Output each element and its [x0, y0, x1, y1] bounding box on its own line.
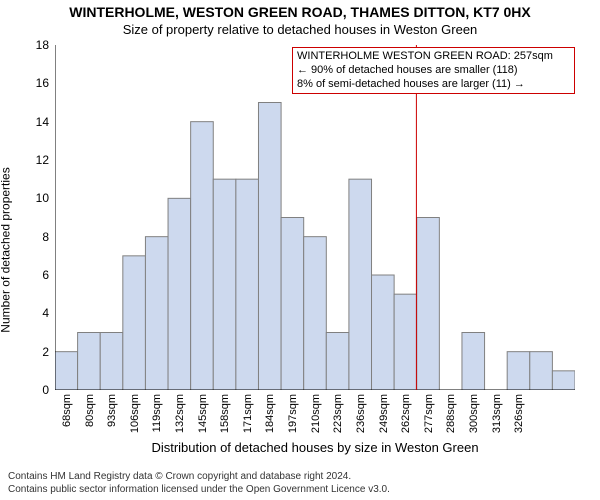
chart-title: WINTERHOLME, WESTON GREEN ROAD, THAMES D… — [0, 4, 600, 20]
x-tick-label: 80sqm — [84, 394, 96, 427]
x-tick-label: 249sqm — [378, 394, 390, 433]
histogram-bar — [258, 103, 281, 391]
histogram-bar — [304, 237, 327, 390]
histogram-bar — [145, 237, 168, 390]
histogram-bar — [123, 256, 146, 390]
x-tick-label: 288sqm — [445, 394, 457, 433]
footer-line2: Contains public sector information licen… — [8, 483, 390, 496]
y-tick-label: 2 — [42, 345, 49, 359]
x-tick-label: 158sqm — [219, 394, 231, 433]
x-tick-label: 197sqm — [287, 394, 299, 433]
histogram-bar — [552, 371, 575, 390]
y-tick-label: 4 — [42, 306, 49, 320]
x-tick-label: 68sqm — [61, 394, 73, 427]
histogram-bar — [168, 198, 191, 390]
histogram-bar — [191, 122, 214, 390]
chart-svg — [55, 45, 575, 390]
histogram-bar — [78, 333, 101, 391]
y-tick-label: 16 — [36, 76, 49, 90]
y-tick-label: 14 — [36, 115, 49, 129]
histogram-bar — [326, 333, 349, 391]
y-tick-label: 0 — [42, 383, 49, 397]
annotation-line1: WINTERHOLME WESTON GREEN ROAD: 257sqm — [297, 50, 570, 64]
x-tick-label: 106sqm — [129, 394, 141, 433]
histogram-bar — [394, 294, 417, 390]
y-tick-label: 6 — [42, 268, 49, 282]
histogram-bar — [55, 352, 78, 390]
y-tick-label: 18 — [36, 38, 49, 52]
histogram-bar — [236, 179, 259, 390]
histogram-bar — [530, 352, 553, 390]
histogram-bar — [462, 333, 485, 391]
x-tick-label: 236sqm — [355, 394, 367, 433]
footer-line1: Contains HM Land Registry data © Crown c… — [8, 470, 390, 483]
y-tick-label: 12 — [36, 153, 49, 167]
x-axis-label: Distribution of detached houses by size … — [55, 440, 575, 455]
x-tick-label: 184sqm — [264, 394, 276, 433]
y-axis-label: Number of detached properties — [0, 0, 14, 500]
histogram-bar — [100, 333, 123, 391]
histogram-bar — [372, 275, 395, 390]
histogram-bar — [213, 179, 236, 390]
x-tick-label: 277sqm — [423, 394, 435, 433]
x-tick-label: 132sqm — [174, 394, 186, 433]
y-tick-label: 8 — [42, 230, 49, 244]
x-tick-label: 223sqm — [332, 394, 344, 433]
histogram-bar — [281, 218, 304, 391]
x-tick-label: 93sqm — [106, 394, 118, 427]
x-tick-label: 119sqm — [151, 394, 163, 432]
x-tick-label: 210sqm — [310, 394, 322, 433]
histogram-bar — [417, 218, 440, 391]
histogram-bar — [507, 352, 530, 390]
annotation-line3: 8% of semi-detached houses are larger (1… — [297, 78, 570, 92]
y-tick-label: 10 — [36, 191, 49, 205]
footer-attribution: Contains HM Land Registry data © Crown c… — [8, 470, 390, 496]
x-tick-label: 262sqm — [400, 394, 412, 433]
x-tick-label: 326sqm — [513, 394, 525, 433]
x-tick-label: 313sqm — [491, 394, 503, 433]
x-tick-label: 300sqm — [468, 394, 480, 433]
x-tick-label: 145sqm — [197, 394, 209, 433]
plot-area: 02468101214161868sqm80sqm93sqm106sqm119s… — [55, 45, 575, 390]
annotation-line2: ← 90% of detached houses are smaller (11… — [297, 64, 570, 78]
chart-subtitle: Size of property relative to detached ho… — [0, 22, 600, 37]
histogram-bar — [349, 179, 372, 390]
annotation-box: WINTERHOLME WESTON GREEN ROAD: 257sqm ← … — [292, 47, 575, 94]
chart-page: WINTERHOLME, WESTON GREEN ROAD, THAMES D… — [0, 0, 600, 500]
x-tick-label: 171sqm — [242, 394, 254, 433]
